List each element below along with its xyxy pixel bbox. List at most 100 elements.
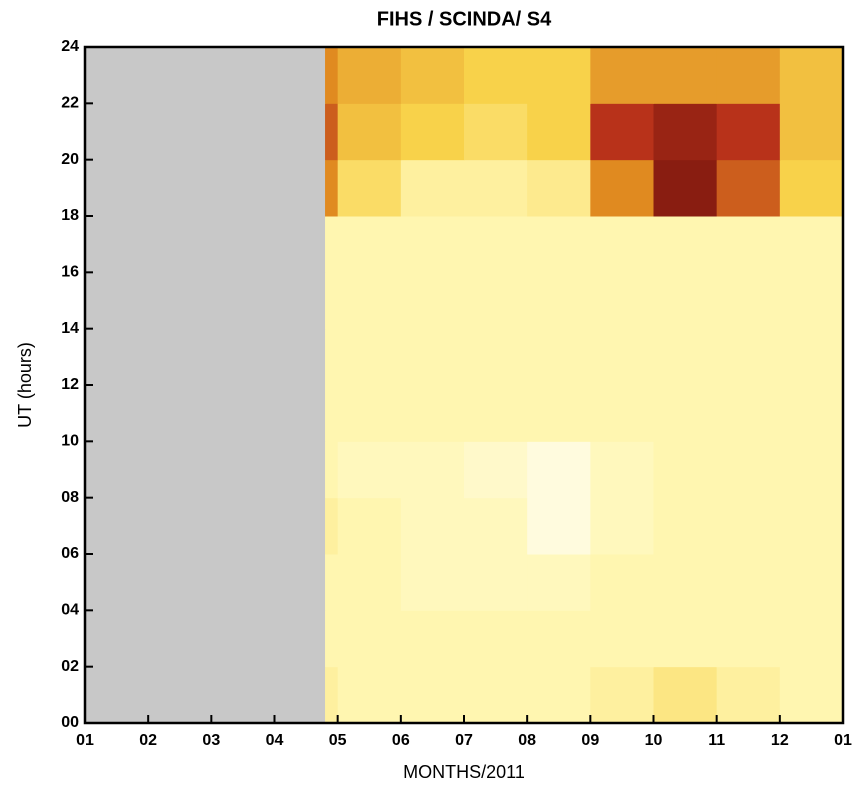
heat-cell — [653, 103, 718, 161]
heat-cell — [716, 666, 781, 724]
y-tick-label: 16 — [61, 264, 79, 281]
y-tick-label: 20 — [61, 151, 79, 168]
heat-cell — [325, 385, 339, 442]
x-tick-label: 09 — [581, 732, 599, 749]
heat-cell — [653, 610, 718, 668]
x-tick-label: 07 — [455, 732, 473, 749]
heat-cell — [400, 216, 465, 273]
heat-cell — [590, 610, 654, 668]
heat-cell — [527, 272, 591, 330]
heat-cell — [337, 47, 402, 104]
x-tick-label: 01 — [76, 732, 94, 749]
y-tick-label: 04 — [61, 602, 79, 619]
heat-cell — [400, 47, 465, 104]
heat-cell — [337, 216, 402, 273]
heat-cell — [85, 103, 326, 161]
heat-cell — [85, 385, 326, 442]
heat-cell — [590, 441, 654, 499]
heat-cell — [716, 328, 781, 386]
heat-cell — [464, 328, 528, 386]
heat-cell — [337, 159, 402, 217]
y-tick-label: 00 — [61, 714, 79, 731]
heat-cell — [590, 103, 654, 161]
heat-cell — [779, 666, 844, 724]
heat-cell — [716, 47, 781, 104]
heat-cell — [325, 47, 339, 104]
heat-cell — [527, 159, 591, 217]
heat-cell — [590, 47, 654, 104]
heat-cell — [400, 441, 465, 499]
heat-cell — [400, 554, 465, 611]
heat-cell — [590, 554, 654, 611]
heat-cell — [85, 328, 326, 386]
heat-cell — [716, 610, 781, 668]
x-tick-label: 02 — [139, 732, 157, 749]
y-axis-label: UT (hours) — [15, 342, 35, 428]
heat-cell — [400, 272, 465, 330]
heat-cell — [779, 216, 844, 273]
heat-cell — [85, 554, 326, 611]
y-tick-label: 14 — [61, 320, 79, 337]
heat-cell — [464, 666, 528, 724]
heat-cell — [527, 216, 591, 273]
x-axis-label: MONTHS/2011 — [403, 762, 525, 782]
heat-cell — [337, 441, 402, 499]
heat-cell — [85, 497, 326, 555]
heat-cell — [325, 272, 339, 330]
heat-cell — [716, 159, 781, 217]
heat-cell — [653, 216, 718, 273]
heat-cell — [464, 103, 528, 161]
heat-cell — [590, 385, 654, 442]
heat-cell — [337, 328, 402, 386]
x-tick-label: 06 — [392, 732, 410, 749]
heat-cell — [325, 328, 339, 386]
x-tick-label: 11 — [708, 732, 725, 749]
heat-cell — [464, 47, 528, 104]
heat-cell — [590, 272, 654, 330]
heat-cell — [527, 47, 591, 104]
heat-cell — [716, 497, 781, 555]
heat-cell — [779, 441, 844, 499]
heat-cell — [400, 328, 465, 386]
x-tick-label: 08 — [518, 732, 536, 749]
heat-cell — [527, 103, 591, 161]
heat-cell — [337, 666, 402, 724]
heat-cell — [779, 272, 844, 330]
heat-cell — [325, 216, 339, 273]
x-tick-label: 10 — [645, 732, 663, 749]
heat-cell — [464, 385, 528, 442]
heat-cell — [464, 159, 528, 217]
heat-cell — [464, 441, 528, 499]
heat-cell — [325, 103, 339, 161]
heat-cell — [337, 272, 402, 330]
heat-cell — [527, 554, 591, 611]
heat-cell — [464, 497, 528, 555]
y-tick-label: 10 — [61, 433, 79, 450]
heat-cell — [527, 497, 591, 555]
heat-cell — [400, 159, 465, 217]
heat-cell — [527, 610, 591, 668]
heat-cell — [653, 385, 718, 442]
heat-cell — [779, 103, 844, 161]
y-tick-label: 06 — [61, 545, 79, 562]
heat-cell — [590, 216, 654, 273]
heat-cell — [85, 47, 326, 104]
heat-cell — [653, 554, 718, 611]
heat-cell — [337, 385, 402, 442]
heat-cell — [337, 103, 402, 161]
heat-cell — [779, 497, 844, 555]
y-tick-label: 12 — [61, 376, 79, 393]
heat-cell — [325, 666, 339, 724]
heat-cell — [653, 272, 718, 330]
heat-cell — [325, 159, 339, 217]
heat-cell — [400, 385, 465, 442]
heat-cell — [85, 159, 326, 217]
heat-cell — [590, 497, 654, 555]
heat-cell — [325, 497, 339, 555]
heat-cell — [85, 666, 326, 724]
heat-cell — [590, 328, 654, 386]
x-tick-label: 05 — [329, 732, 347, 749]
x-tick-label: 04 — [266, 732, 284, 749]
heat-cell — [653, 441, 718, 499]
